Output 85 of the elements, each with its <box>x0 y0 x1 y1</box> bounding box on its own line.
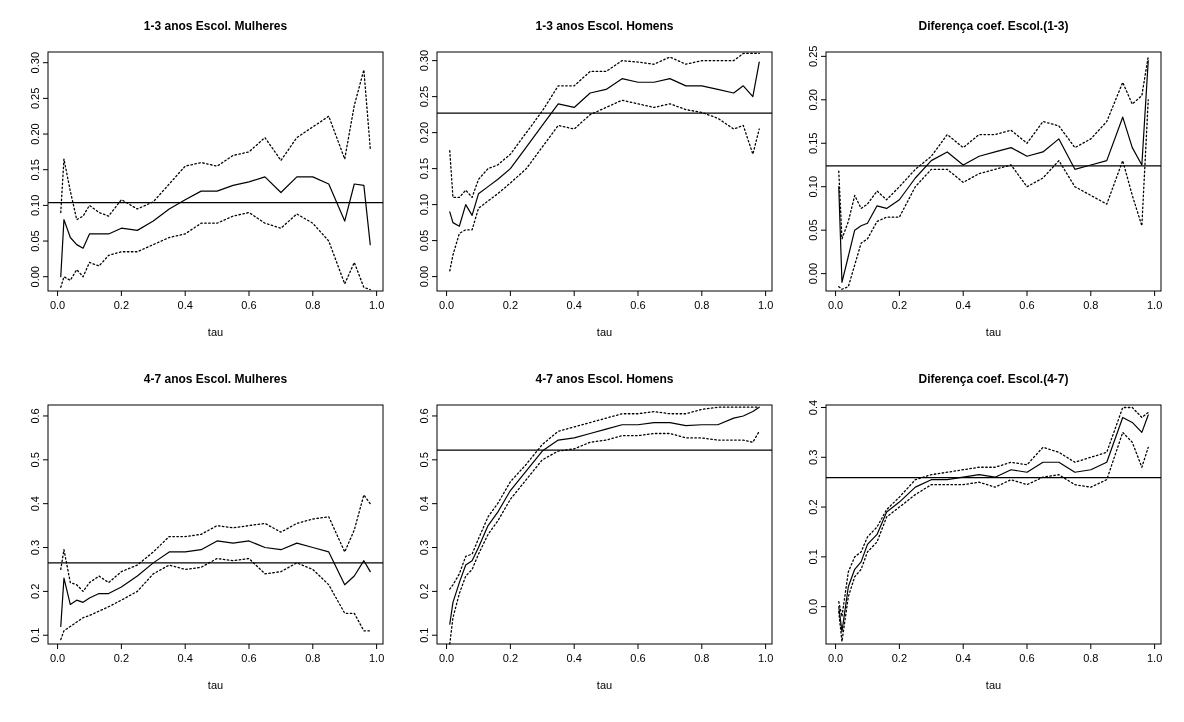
y-tick-label: 0.25 <box>418 85 430 108</box>
x-tick-label: 0.6 <box>241 299 257 311</box>
x-tick-label: 0.4 <box>955 299 971 311</box>
y-tick-label: 0.00 <box>29 266 41 288</box>
y-tick-label: 0.20 <box>418 121 430 144</box>
y-tick-label: 0.25 <box>29 87 41 110</box>
y-tick-label: 0.4 <box>418 496 430 512</box>
x-tick-label: 0.6 <box>1019 652 1035 664</box>
x-tick-label: 0.8 <box>694 299 710 311</box>
x-tick-label: 1.0 <box>1146 652 1163 664</box>
x-tick-label: 0.8 <box>305 299 321 311</box>
x-axis-title: tau <box>985 679 1002 691</box>
chart-title: 4-7 anos Escol. Mulheres <box>143 372 288 386</box>
chart-title: 4-7 anos Escol. Homens <box>535 372 674 386</box>
y-tick-label: 0.10 <box>807 176 819 198</box>
y-tick-label: 0.20 <box>29 123 41 145</box>
y-tick-label: 0.4 <box>29 496 41 512</box>
x-tick-label: 0.0 <box>49 299 66 311</box>
x-tick-label: 0.6 <box>1019 299 1035 311</box>
y-tick-label: 0.15 <box>807 132 819 154</box>
x-tick-label: 0.2 <box>502 652 519 664</box>
y-tick-label: 0.05 <box>418 229 430 252</box>
y-tick-label: 0.2 <box>29 583 41 600</box>
x-tick-label: 0.0 <box>827 299 844 311</box>
y-tick-label: 0.15 <box>29 159 41 181</box>
y-tick-label: 0.20 <box>807 89 819 111</box>
x-axis-title: tau <box>207 679 224 691</box>
y-tick-label: 0.5 <box>29 452 41 468</box>
y-tick-label: 0.5 <box>418 452 430 468</box>
x-tick-label: 0.6 <box>630 652 646 664</box>
x-tick-label: 1.0 <box>757 652 774 664</box>
x-tick-label: 0.8 <box>1083 652 1099 664</box>
y-tick-label: 0.3 <box>29 539 41 556</box>
x-axis-title: tau <box>596 679 613 691</box>
x-tick-label: 0.0 <box>49 652 66 664</box>
y-tick-label: 0.2 <box>807 499 819 515</box>
x-tick-label: 0.0 <box>438 652 455 664</box>
y-tick-label: 0.3 <box>418 539 430 556</box>
x-tick-label: 0.2 <box>502 299 519 311</box>
chart-title: 1-3 anos Escol. Homens <box>535 19 674 33</box>
x-axis-title: tau <box>596 326 613 338</box>
y-tick-label: 0.1 <box>418 627 430 643</box>
x-tick-label: 0.4 <box>566 652 582 664</box>
x-tick-label: 0.0 <box>438 299 455 311</box>
y-tick-label: 0.6 <box>29 408 41 424</box>
x-tick-label: 1.0 <box>1146 299 1163 311</box>
x-tick-label: 0.8 <box>305 652 321 664</box>
x-tick-label: 0.6 <box>630 299 646 311</box>
x-tick-label: 0.4 <box>177 652 193 664</box>
x-tick-label: 1.0 <box>368 652 385 664</box>
x-axis-title: tau <box>207 326 224 338</box>
chart-title: 1-3 anos Escol. Mulheres <box>143 19 288 33</box>
y-tick-label: 0.3 <box>807 449 819 465</box>
x-tick-label: 0.8 <box>694 652 710 664</box>
x-tick-label: 0.4 <box>177 299 193 311</box>
y-tick-label: 0.25 <box>807 45 819 68</box>
x-tick-label: 0.6 <box>241 652 257 664</box>
y-tick-label: 0.00 <box>807 262 819 285</box>
y-tick-label: 0.10 <box>418 193 430 216</box>
y-tick-label: 0.30 <box>418 49 430 72</box>
x-tick-label: 1.0 <box>757 299 774 311</box>
y-tick-label: 0.05 <box>807 219 819 241</box>
x-tick-label: 1.0 <box>368 299 385 311</box>
chart-title: Diferença coef. Escol.(4-7) <box>918 372 1069 386</box>
x-tick-label: 0.2 <box>113 652 130 664</box>
y-tick-label: 0.30 <box>29 51 41 74</box>
y-tick-label: 0.10 <box>29 194 41 217</box>
x-tick-label: 0.4 <box>955 652 971 664</box>
x-tick-label: 0.4 <box>566 299 582 311</box>
y-tick-label: 0.15 <box>418 157 430 180</box>
y-tick-label: 0.1 <box>29 627 41 643</box>
y-tick-label: 0.2 <box>418 583 430 600</box>
chart-title: Diferença coef. Escol.(1-3) <box>918 19 1069 33</box>
x-axis-title: tau <box>985 326 1002 338</box>
y-tick-label: 0.1 <box>807 549 819 565</box>
x-tick-label: 0.2 <box>891 652 908 664</box>
y-tick-label: 0.4 <box>807 399 819 416</box>
x-tick-label: 0.2 <box>113 299 130 311</box>
x-tick-label: 0.2 <box>891 299 908 311</box>
y-tick-label: 0.00 <box>418 265 430 288</box>
y-tick-label: 0.05 <box>29 230 41 252</box>
y-tick-label: 0.0 <box>807 599 819 615</box>
x-tick-label: 0.8 <box>1083 299 1099 311</box>
y-tick-label: 0.6 <box>418 408 430 424</box>
x-tick-label: 0.0 <box>827 652 844 664</box>
